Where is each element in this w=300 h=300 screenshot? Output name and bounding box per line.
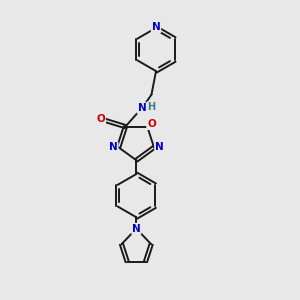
Text: O: O xyxy=(147,119,156,129)
Text: N: N xyxy=(137,103,146,113)
Text: O: O xyxy=(96,114,105,124)
Text: N: N xyxy=(109,142,118,152)
Text: N: N xyxy=(152,22,160,32)
Text: H: H xyxy=(147,102,156,112)
Text: N: N xyxy=(155,142,164,152)
Text: N: N xyxy=(132,224,141,234)
